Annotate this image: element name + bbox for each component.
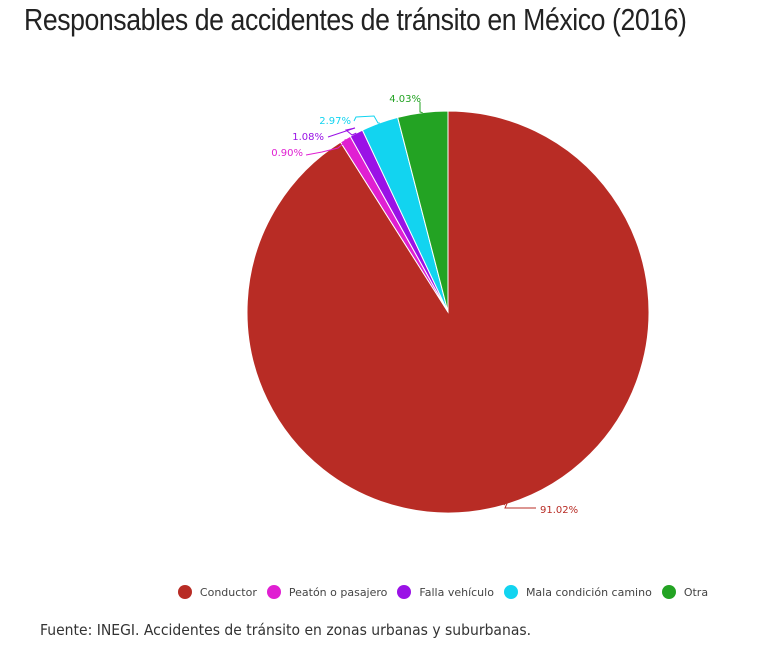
leader-line-4 bbox=[419, 102, 423, 114]
legend-item-falla[interactable]: Falla vehículo bbox=[397, 585, 494, 599]
legend-item-conductor[interactable]: Conductor bbox=[177, 585, 257, 599]
legend-swatch-falla bbox=[397, 585, 412, 599]
legend-label-conductor: Conductor bbox=[199, 585, 257, 599]
slice-label-4: 4.03% bbox=[389, 94, 421, 105]
leader-line-1 bbox=[305, 139, 346, 156]
slice-label-0: 91.02% bbox=[540, 505, 578, 516]
legend-item-peaton[interactable]: Peatón o pasajero bbox=[266, 585, 388, 599]
legend-swatch-peaton bbox=[266, 585, 281, 599]
legend-swatch-camino bbox=[503, 585, 518, 599]
pie-chart: 91.02% 0.90% 1.08% 2.97% 4.03% bbox=[246, 94, 650, 516]
chart-title: Responsables de accidentes de tránsito e… bbox=[24, 2, 687, 37]
legend-swatch-conductor bbox=[177, 585, 192, 599]
legend-label-otra: Otra bbox=[683, 585, 709, 599]
legend-label-peaton: Peatón o pasajero bbox=[288, 585, 388, 599]
legend-item-camino[interactable]: Mala condición camino bbox=[503, 585, 652, 599]
legend-label-camino: Mala condición camino bbox=[525, 585, 652, 599]
legend-swatch-otra bbox=[661, 585, 676, 599]
pie-slice-4[interactable] bbox=[397, 110, 449, 313]
legend-item-otra[interactable]: Otra bbox=[661, 585, 709, 599]
slice-label-3: 2.97% bbox=[319, 116, 351, 127]
leader-line-3 bbox=[353, 115, 380, 124]
source-note: Fuente: INEGI. Accidentes de tránsito en… bbox=[40, 621, 532, 639]
slice-label-2: 1.08% bbox=[292, 132, 324, 143]
chart-legend: Conductor Peatón o pasajero Falla vehícu… bbox=[62, 585, 762, 599]
leader-line-2 bbox=[327, 127, 357, 138]
leader-line-0 bbox=[503, 498, 536, 509]
slice-label-1: 0.90% bbox=[271, 148, 303, 159]
legend-label-falla: Falla vehículo bbox=[419, 585, 494, 599]
